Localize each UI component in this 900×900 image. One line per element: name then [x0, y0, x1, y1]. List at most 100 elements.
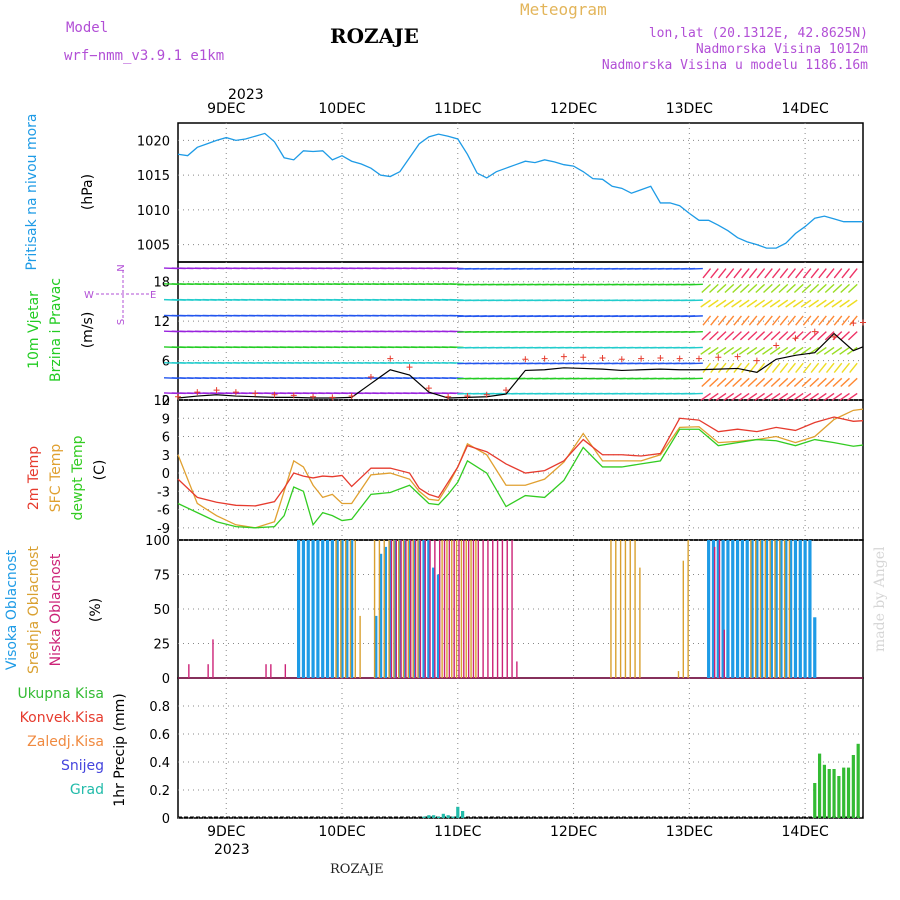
product-label: Meteogram: [520, 0, 607, 19]
high-cloud-bar: [432, 567, 436, 678]
wind-tick-label: 18: [153, 276, 170, 291]
high-cloud-bar: [803, 540, 807, 678]
wind-max-marker: [811, 328, 818, 335]
wind-arrow: [793, 377, 804, 388]
top-date-label: 12DEC: [550, 101, 597, 117]
wind-arrow: [846, 346, 858, 355]
wind-max-marker: [773, 342, 780, 349]
high-cloud-bar: [716, 540, 720, 678]
cloud-tick-label: 100: [145, 534, 170, 549]
wind-arrow: [810, 315, 820, 326]
wind-arrow: [816, 392, 827, 401]
precip-tick-label: 0.8: [149, 700, 170, 715]
wind-arrow: [748, 315, 758, 326]
wind-max-marker: [860, 319, 866, 326]
wind-arrow: [754, 346, 765, 355]
precip-legend-item: Zaledj.Kisa: [27, 734, 104, 750]
high-cloud-bar: [306, 540, 310, 678]
precip-bar: [451, 816, 455, 818]
temp-tick-label: 9: [162, 412, 170, 427]
wind-arrow: [756, 268, 766, 279]
top-date-label: 9DEC: [207, 101, 246, 117]
wind-max-markers: [175, 319, 866, 401]
chart-title: ROZAJE: [330, 24, 419, 48]
wind-arrow: [809, 377, 820, 388]
wind-arrow: [824, 283, 835, 294]
high-cloud-bar: [755, 540, 759, 678]
wind-arrow: [738, 299, 750, 308]
high-cloud-bar: [388, 540, 392, 678]
altitude-label: Nadmorska Visina 1012m: [695, 42, 868, 57]
high-cloud-bar: [721, 540, 725, 678]
wind-arrow: [786, 377, 796, 388]
wind-arrow: [770, 283, 781, 294]
wind-arrow: [808, 392, 820, 401]
high-cloud-bar: [740, 540, 745, 678]
top-date-label: 11DEC: [434, 101, 481, 117]
temp-sfc-line: [177, 408, 864, 529]
high-cloud-bar: [398, 540, 402, 678]
wind-arrow: [839, 346, 850, 355]
temp-tick-label: 6: [162, 431, 170, 446]
wind-arrow: [818, 362, 827, 373]
wind-arrow: [755, 377, 766, 388]
temp-tick-label: -9: [157, 522, 170, 537]
wind-arrow: [739, 377, 750, 388]
temp-dewpt-line: [177, 428, 864, 529]
wind-arrow: [831, 392, 843, 401]
wind-tick-label: 0: [162, 394, 170, 409]
bottom-date-label: 13DEC: [666, 824, 713, 840]
footer-station: ROZAJE: [330, 862, 384, 877]
panel-frame-pressure: [177, 122, 864, 263]
wind-arrow: [841, 268, 851, 279]
high-cloud-bar: [427, 540, 431, 678]
cloud-side-label-1: Visoka Oblacnost: [4, 549, 20, 670]
wind-arrow: [710, 362, 719, 373]
wind-arrow: [771, 315, 781, 326]
compass-e: E: [150, 290, 156, 301]
wind-max-marker: [715, 354, 722, 361]
wind-tick-label: 12: [153, 315, 170, 330]
wind-arrow: [800, 299, 812, 308]
cloud-unit-label: (%): [88, 598, 104, 622]
wind-max-marker: [503, 387, 510, 394]
wind-arrow: [809, 283, 820, 294]
high-cloud-bar: [731, 540, 735, 678]
wind-arrow: [764, 362, 773, 373]
wind-max-marker: [445, 393, 452, 400]
precip-legend-item: Snijeg: [61, 758, 104, 774]
precip-legend-item: Konvek.Kisa: [20, 710, 104, 726]
wind-arrow: [833, 362, 843, 373]
wind-arrow: [809, 331, 820, 341]
wind-arrow: [755, 331, 766, 341]
precip-bar: [461, 811, 465, 818]
wind-arrow: [785, 299, 796, 308]
wind-arrow: [747, 377, 758, 388]
wind-max-marker: [676, 355, 683, 362]
wind-arrow: [818, 315, 827, 326]
compass-cross: [96, 270, 150, 320]
wind-arrow: [717, 268, 727, 279]
wind-arrow: [709, 283, 719, 294]
wind-arrow: [817, 331, 827, 341]
wind-arrow: [771, 362, 781, 373]
wind-max-marker: [792, 335, 799, 342]
wind-arrow: [832, 377, 843, 388]
wind-arrow: [764, 315, 773, 326]
temp-side-label-1: 2m Temp: [26, 446, 42, 510]
pressure-tick-label: 1015: [137, 169, 170, 184]
wind-arrow: [779, 268, 789, 279]
wind-arrow: [802, 315, 812, 326]
wind-unit-label: (m/s): [80, 312, 96, 349]
wind-arrow: [741, 268, 750, 279]
pressure-unit-label: (hPa): [80, 174, 96, 210]
wind-max-marker: [367, 374, 374, 380]
wind-arrow: [846, 299, 858, 308]
wind-arrow: [723, 346, 735, 355]
wind-max-marker: [638, 355, 645, 362]
wind-arrow: [810, 362, 820, 373]
wind-arrow: [824, 377, 835, 388]
wind-arrow: [795, 315, 804, 326]
wind-max-marker: [522, 356, 529, 363]
temp-2m-line: [177, 416, 864, 507]
